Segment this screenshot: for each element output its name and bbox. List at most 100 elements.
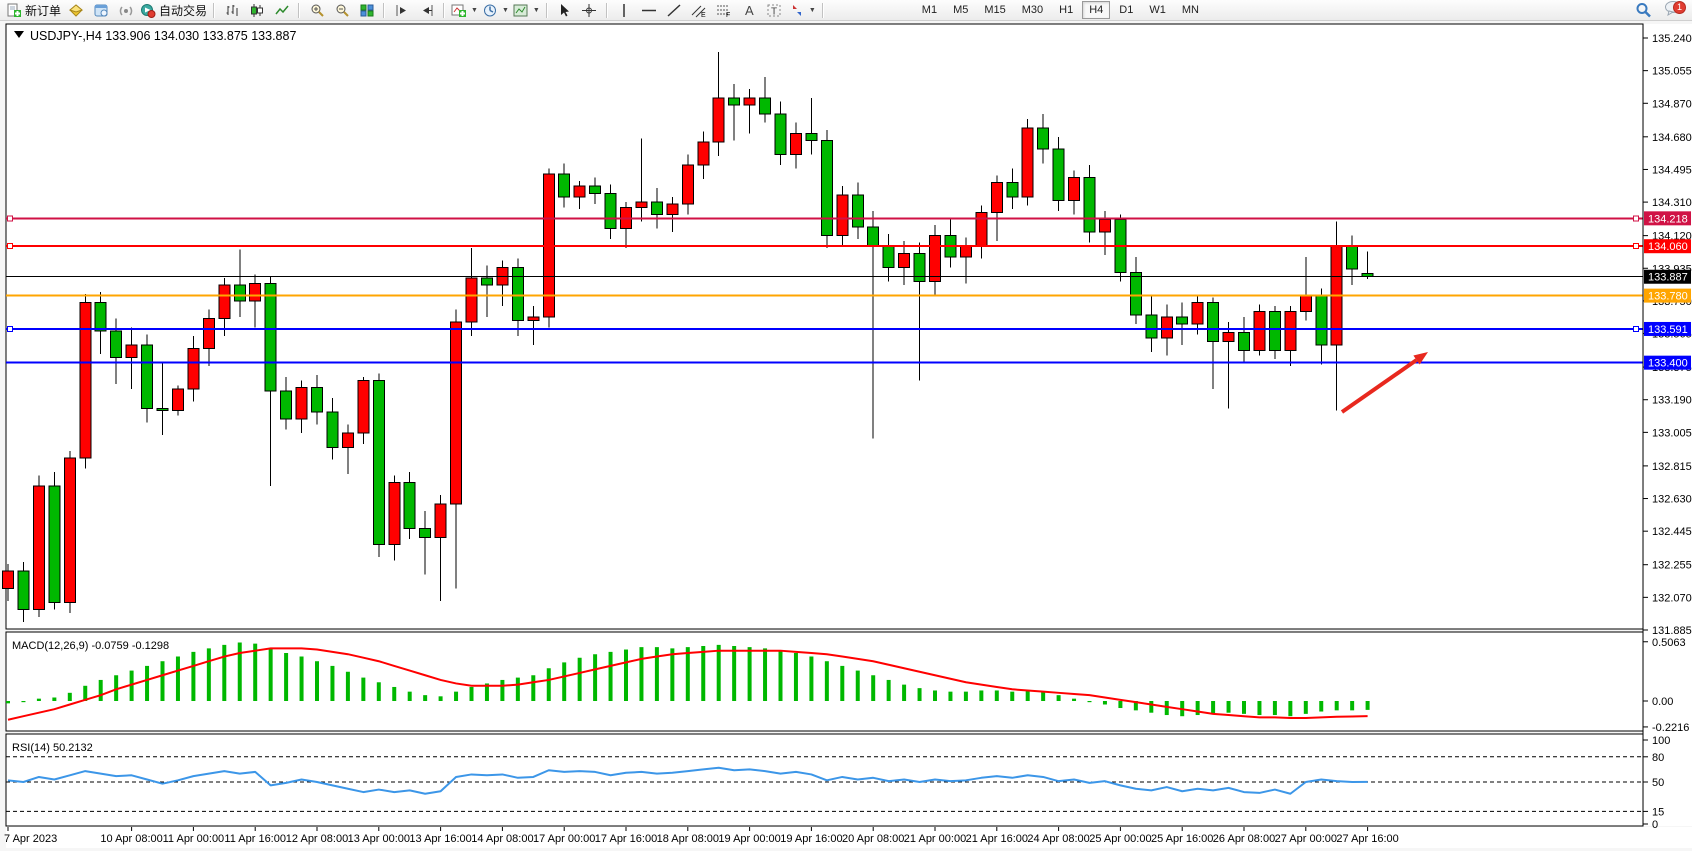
arrows-icon <box>789 3 805 18</box>
time-tick-label: 24 Apr 08:00 <box>1027 833 1089 845</box>
arrows-button[interactable]: ▼ <box>787 1 818 20</box>
zoom-out-icon <box>334 3 350 18</box>
text-label-button[interactable]: T <box>762 1 787 20</box>
tab-timeframe-m15[interactable]: M15 <box>984 4 1006 16</box>
chart-menu-triangle-icon[interactable] <box>14 31 24 38</box>
timeframe-group: M1 M5 M15 M30 H1 H4 D1 W1 MN <box>914 1 1207 19</box>
time-axis: 7 Apr 2023 10 Apr 08:00 11 Apr 00:00 11 Apr… <box>4 827 1399 845</box>
chart-area[interactable]: 135.240 135.055 134.870 134.680 134.495 134.3… <box>0 21 1692 851</box>
periods-button[interactable]: ▼ <box>480 1 511 20</box>
market-watch-button[interactable] <box>88 1 113 20</box>
auto-scroll-button[interactable] <box>389 1 414 20</box>
periods-icon <box>482 3 498 18</box>
tab-timeframe-h4[interactable]: H4 <box>1082 1 1111 19</box>
vertical-line-button[interactable] <box>612 1 637 20</box>
price-tick-label: 133.190 <box>1652 395 1692 407</box>
candle-body <box>681 164 694 205</box>
time-tick-label: 11 Apr 16:00 <box>224 833 286 845</box>
time-tick-label: 21 Apr 00:00 <box>904 833 966 845</box>
new-order-button[interactable]: 新订单 <box>4 1 63 20</box>
price-tag <box>1644 211 1691 226</box>
candle-body <box>913 252 926 283</box>
text-button[interactable]: A <box>737 1 762 20</box>
zoom-out-button[interactable] <box>329 1 354 20</box>
candle-body <box>125 344 138 358</box>
candle-body <box>187 348 200 390</box>
line-handle[interactable] <box>1633 215 1639 222</box>
tab-timeframe-d1[interactable]: D1 <box>1119 4 1134 16</box>
candle-body <box>1083 176 1096 233</box>
line-handle[interactable] <box>1633 325 1639 332</box>
macd-panel <box>5 631 1644 732</box>
line-handle[interactable] <box>7 325 13 332</box>
time-tick-label: 13 Apr 00:00 <box>348 833 410 845</box>
candle-body <box>357 379 370 434</box>
tab-timeframe-mn[interactable]: MN <box>1181 4 1199 16</box>
candle-body <box>218 284 231 320</box>
tab-timeframe-h1[interactable]: H1 <box>1059 4 1074 16</box>
chat-button[interactable]: 1 <box>1662 0 1686 20</box>
candle-body <box>1052 148 1065 201</box>
line-handle[interactable] <box>7 215 13 222</box>
equidistant-channel-icon: E <box>691 3 707 18</box>
time-tick-label: 7 Apr 2023 <box>4 833 57 845</box>
equidistant-channel-button[interactable]: E <box>687 1 712 20</box>
candlestick-chart-button[interactable] <box>244 1 269 20</box>
arrow-head[interactable] <box>1413 352 1428 365</box>
time-axis-strip[interactable] <box>6 827 1692 848</box>
candle-body <box>1361 272 1374 278</box>
candle-body <box>898 252 911 268</box>
search-button[interactable] <box>1631 1 1656 20</box>
fibonacci-icon: F <box>716 3 732 18</box>
bar-chart-button[interactable] <box>219 1 244 20</box>
tab-timeframe-w1[interactable]: W1 <box>1149 4 1166 16</box>
rsi-axis-label: 100 <box>1652 735 1670 747</box>
candle-body <box>635 201 648 208</box>
auto-trading-button[interactable]: 自动交易 <box>138 1 209 20</box>
price-axis-strip[interactable] <box>1644 24 1692 826</box>
notification-badge: 1 <box>1673 0 1686 14</box>
candle-body <box>882 245 895 268</box>
quotes-button[interactable] <box>63 1 88 20</box>
chart-shift-button[interactable] <box>414 1 439 20</box>
trendline-button[interactable] <box>662 1 687 20</box>
horizontal-lines-layer[interactable] <box>6 215 1643 364</box>
tab-timeframe-m5[interactable]: M5 <box>953 4 969 16</box>
tab-timeframe-m30[interactable]: M30 <box>1021 4 1044 16</box>
line-chart-button[interactable] <box>269 1 294 20</box>
cursor-button[interactable] <box>552 1 577 20</box>
svg-text:A: A <box>745 3 754 18</box>
fibonacci-button[interactable]: F <box>712 1 737 20</box>
crosshair-button[interactable] <box>577 1 602 20</box>
quotes-icon <box>68 3 84 18</box>
tab-timeframe-m1[interactable]: M1 <box>921 4 938 16</box>
price-tick-label: 133.005 <box>1652 427 1692 439</box>
candle-body <box>63 457 76 604</box>
candle-body <box>1315 295 1328 346</box>
time-tick-label: 19 Apr 16:00 <box>780 833 842 845</box>
price-tick-label: 132.445 <box>1652 526 1692 538</box>
candle-body <box>141 344 154 410</box>
arrow-annotation[interactable] <box>1340 352 1428 414</box>
candle-body <box>589 185 602 194</box>
tile-windows-button[interactable] <box>354 1 379 20</box>
arrow-line[interactable] <box>1340 358 1418 414</box>
time-tick-label: 10 Apr 08:00 <box>100 833 162 845</box>
candle-body <box>527 316 540 321</box>
svg-text:T: T <box>771 6 777 17</box>
candle-body <box>820 139 833 237</box>
rsi-axis-label: 15 <box>1652 806 1664 818</box>
horizontal-line-icon <box>641 3 657 18</box>
candle-body <box>836 194 849 237</box>
candle-body <box>805 132 818 141</box>
horizontal-line-button[interactable] <box>637 1 662 20</box>
price-tag <box>1644 239 1691 254</box>
templates-button[interactable]: ▼ <box>511 1 542 20</box>
signal-button[interactable] <box>113 1 138 20</box>
line-handle[interactable] <box>7 243 13 250</box>
indicators-button[interactable]: ▼ <box>449 1 480 20</box>
line-handle[interactable] <box>1633 243 1639 250</box>
zoom-in-button[interactable] <box>304 1 329 20</box>
candle-body <box>1191 302 1204 325</box>
candle-body <box>156 408 169 411</box>
